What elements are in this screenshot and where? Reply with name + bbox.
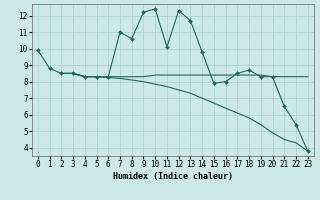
X-axis label: Humidex (Indice chaleur): Humidex (Indice chaleur) — [113, 172, 233, 181]
